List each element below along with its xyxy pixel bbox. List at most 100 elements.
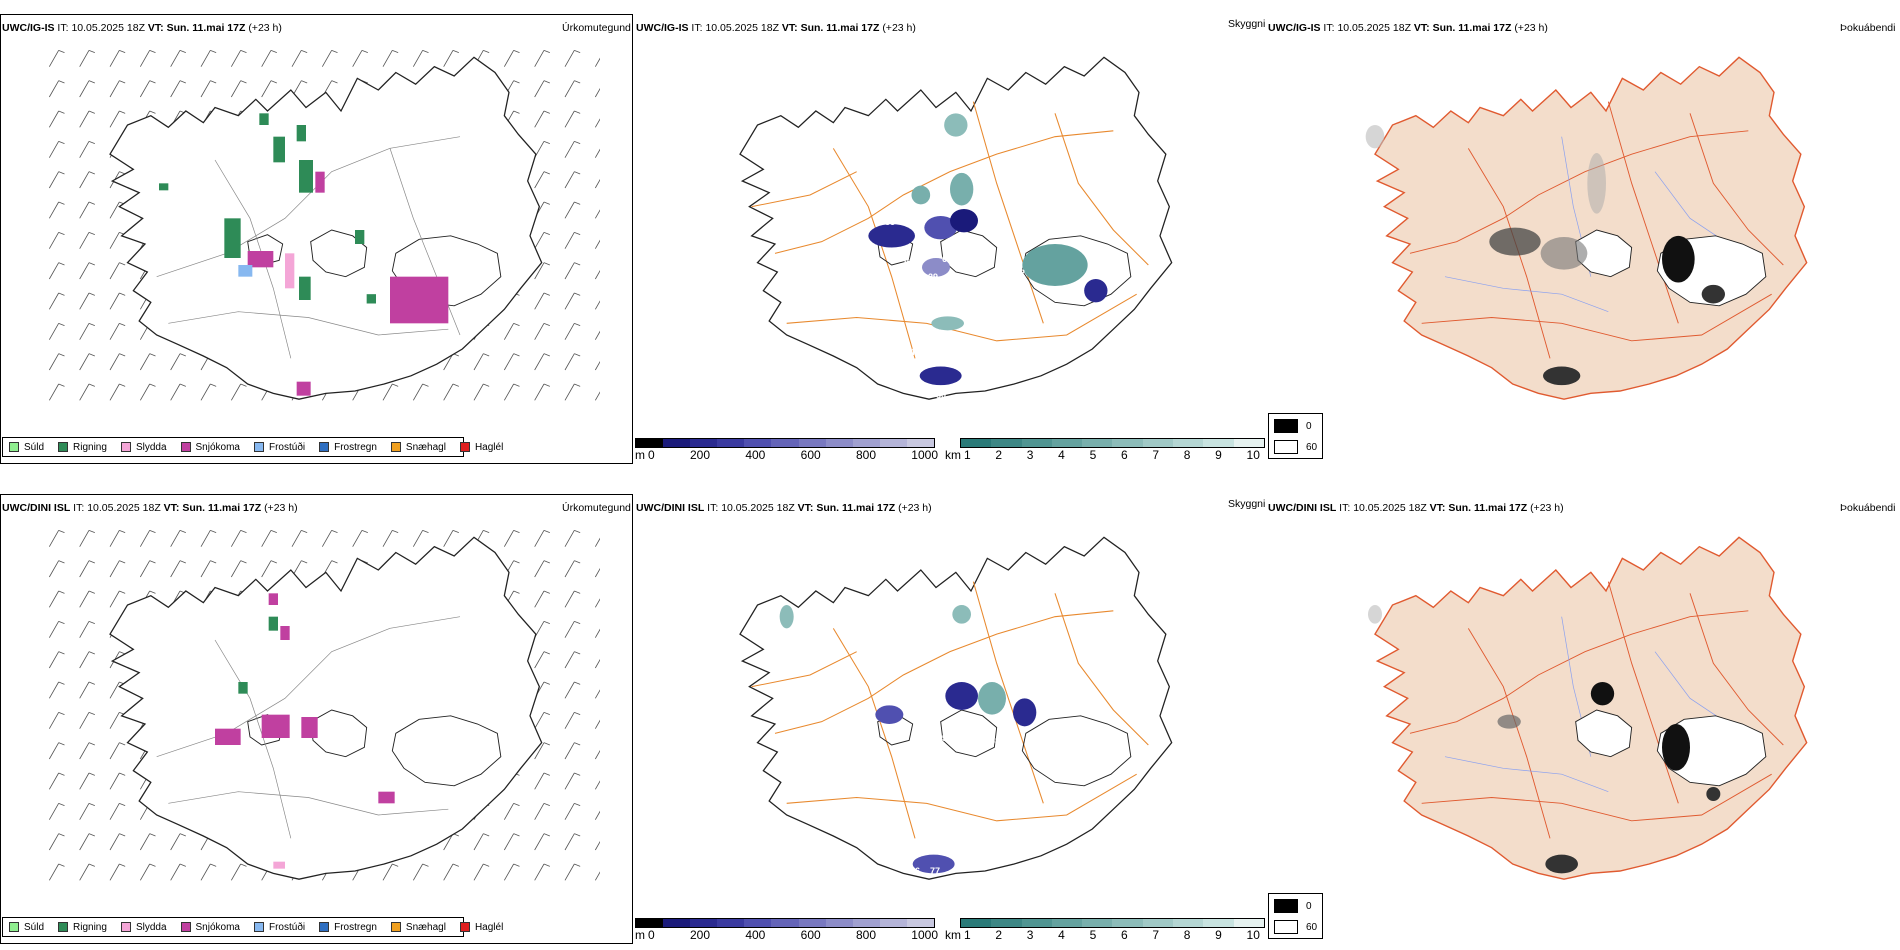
wind-barb [503,353,520,371]
wind-barb [139,560,156,578]
wind-barb [564,140,581,158]
wind-barb [261,560,277,578]
visibility-value-label: 98 [904,257,915,267]
colorbar-segment [991,439,1022,447]
legend-item: Snjókoma [180,442,240,453]
wind-barb [503,529,520,547]
colorbar-segment [1021,919,1052,927]
wind-barb [230,80,247,98]
wind-barb [79,802,95,820]
wind-barb [443,529,459,547]
wind-barb [594,57,600,67]
wind-barb [170,529,186,547]
wind-barb [534,171,550,189]
wind-barb [139,353,156,371]
wind-barb [382,863,399,881]
wind-barb [261,529,277,547]
wind-barb [594,659,600,669]
wind-barb [200,49,217,67]
wind-barb [412,863,429,881]
wind-barb [564,590,581,608]
legend-item: Snjókoma [180,922,240,933]
wind-barb [564,681,581,699]
colorbar-segment [1233,919,1264,927]
wind-barb [534,262,550,280]
wind-barb [534,651,550,669]
precip-type-frame-row1 [0,14,633,464]
wind-barb [503,863,520,881]
wind-barb [79,651,95,669]
wind-barb [48,711,65,729]
wind-barb [382,529,399,547]
wind-barb [534,49,550,67]
visibility-value-label: 80 [936,390,947,400]
wind-barb [534,863,550,881]
colorbar-segment [717,919,745,927]
visibility-value-label: 783 [880,217,896,227]
wind-barb [382,49,399,67]
wind-barb [443,383,459,401]
wind-barb [48,231,65,249]
visibility-unit: km [945,448,961,462]
wind-barb [230,529,247,547]
wind-barb [564,620,581,638]
legend-item: Frostregn [319,922,377,933]
wind-barb [534,711,550,729]
wind-barb [79,529,95,547]
visibility-ticks-row1: 1 2 3 4 5 6 7 8 9 10 [964,448,1260,462]
colorbar-segment [1142,439,1174,447]
wind-barb [48,802,65,820]
visibility-unit: km [945,928,961,942]
fog-map-row2 [1368,536,1808,880]
fog-legend-row1: 0 60 [1268,413,1323,459]
wind-barb [564,802,581,820]
wind-barb [594,270,600,280]
wind-barb [170,383,186,401]
wind-barb [473,383,490,401]
wind-barb [79,742,95,760]
visibility-value-label: 63 [1012,746,1023,756]
wind-barb [48,620,65,638]
wind-barb [139,529,156,547]
colorbar-segment [798,919,826,927]
wind-barb [230,383,247,401]
colorbar-segment [1082,439,1113,447]
wind-barb [48,322,65,340]
wind-barb [79,231,95,249]
visibility-value-label: 62 [930,350,941,360]
wind-barb [564,110,581,128]
wind-barb [594,628,600,638]
visibility-colorbar-row2 [960,918,1265,928]
colorbar-segment [690,439,718,447]
legend-item: Slydda [120,442,167,453]
wind-barb [48,262,65,280]
wind-barb [48,49,65,67]
colorbar-segment [1112,919,1143,927]
colorbar-segment [744,919,772,927]
wind-barb [48,292,65,310]
colorbar-segment [663,919,691,927]
visibility-value-label: 21 [868,753,879,763]
wind-barb [594,361,600,371]
wind-barb [170,49,186,67]
visibility-label-row2: Skyggni [1228,498,1266,510]
wind-barb [79,322,95,340]
visibility-value-label: 22 [1015,268,1026,278]
colorbar-segment [744,439,772,447]
colorbar-segment [1203,439,1234,447]
wind-barb [534,802,550,820]
legend-item: Frostúði [253,922,305,933]
wind-barb [230,560,247,578]
wind-barb [594,300,600,310]
legend-item: Súld [9,922,44,933]
wind-barb [48,353,65,371]
colorbar-segment [852,439,880,447]
wind-barb [534,742,550,760]
wind-barb [564,231,581,249]
wind-barb [352,529,368,547]
wind-barb [594,391,600,401]
wind-barb [79,711,95,729]
wind-barb [79,590,95,608]
fog-map-row1 [1365,56,1808,400]
wind-barb [503,49,520,67]
